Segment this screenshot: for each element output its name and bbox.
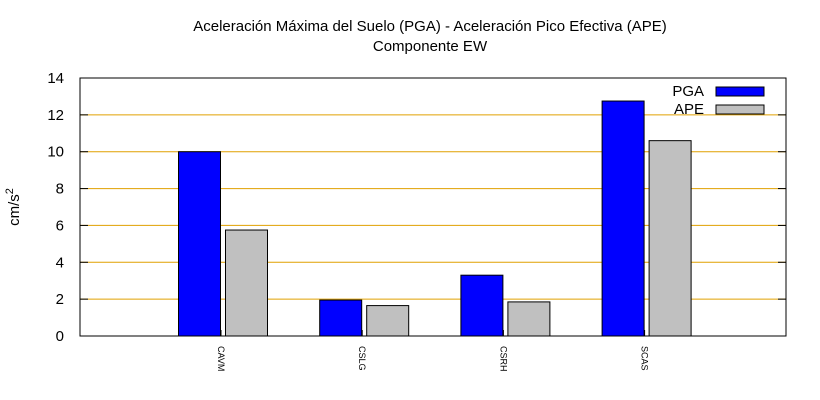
y-tick-label: 0 [56,328,64,345]
bar-pga-scas [601,100,645,337]
y-tick-label: 12 [47,107,64,124]
bar-ape-csrh [507,301,551,337]
legend-label: PGA [672,83,704,100]
y-tick-label: 10 [47,144,64,161]
bars [178,100,692,337]
x-tick-label: CSLG [357,346,367,371]
y-axis-ticks: 0 2 4 6 8 10 12 14 [47,70,786,345]
x-axis-ticks: CAVM CSLG CSRH SCAS [216,330,650,372]
legend-swatch [715,104,765,115]
x-tick-label: CAVM [216,346,226,371]
y-axis-label: cm/s2 [4,188,23,226]
bar-ape-scas [648,140,692,337]
legend-label: APE [674,101,704,118]
plot-frame [79,77,787,337]
bar-ape-cavm [225,229,268,337]
y-tick-label: 2 [56,291,64,308]
x-tick-label: SCAS [640,346,650,371]
chart-title-line2: Componente EW [373,38,488,55]
legend-swatch [715,86,765,97]
y-tick-label: 6 [56,217,64,234]
x-tick-label: CSRH [498,346,508,372]
bar-pga-csrh [460,274,504,337]
bar-pga-cavm [178,151,221,337]
y-tick-label: 8 [56,181,64,198]
y-tick-label: 4 [56,254,64,271]
y-axis-label-exponent: 2 [4,188,16,194]
bar-ape-cslg [366,305,410,337]
bar-pga-cslg [319,299,363,337]
y-axis-label-base: cm/s [6,194,23,226]
chart-title-line1: Aceleración Máxima del Suelo (PGA) - Ace… [193,18,667,35]
y-tick-label: 14 [47,70,64,87]
